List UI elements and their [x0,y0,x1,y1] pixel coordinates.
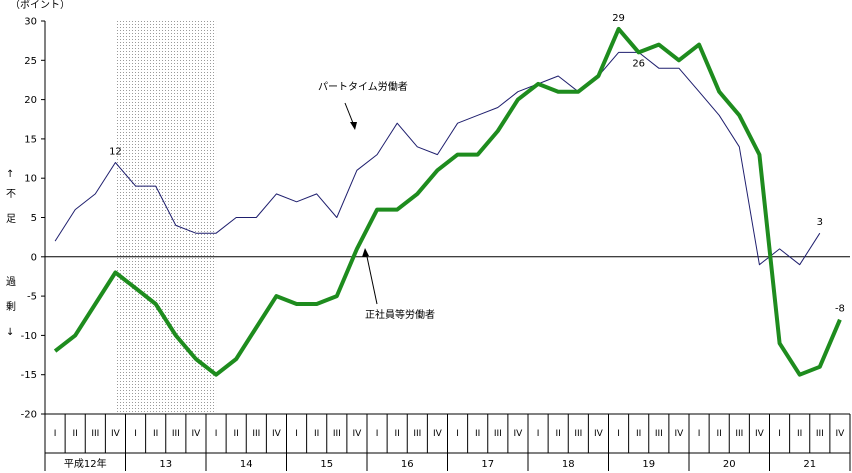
y-tick-label: -5 [27,292,37,303]
quarter-label: IV [836,429,846,439]
quarter-label: II [234,429,239,439]
y-side-label-fusoku-2: 足 [6,213,16,225]
quarter-label: II [717,429,722,439]
quarter-label: III [413,429,421,439]
data-label: 3 [817,217,823,228]
y-tick-labels: 30 25 20 15 10 5 0 -5 -10 -15 -20 [21,17,37,421]
year-label: 19 [642,459,655,470]
quarter-label: IV [192,429,202,439]
quarter-label: I [698,429,701,439]
quarter-label: III [172,429,180,439]
quarter-label: IV [353,429,363,439]
series-line-regular [53,26,842,377]
y-side-label-fusoku-1: 不 [6,189,16,200]
series-label-regular: 正社員等労働者 [365,308,435,321]
quarter-label: IV [514,429,524,439]
data-label: 12 [109,146,122,157]
y-side-label-up-arrow: ↑ [6,169,14,180]
quarter-label: IV [433,429,443,439]
quarter-label: I [456,429,459,439]
quarter-label: I [537,429,540,439]
pointer-arrows [344,102,378,305]
quarter-label: III [252,429,260,439]
quarter-label: II [475,429,480,439]
y-tick-label: 15 [24,134,37,145]
y-tick-label: 30 [24,17,37,28]
quarter-label: III [655,429,663,439]
quarter-label: I [376,429,379,439]
year-label: 16 [401,459,414,470]
annotations: 12 29 26 3 -8 [109,13,845,315]
y-tick-label: 25 [24,56,37,67]
y-tick-label: 20 [24,95,37,106]
year-label: 平成12年 [64,457,107,470]
quarter-label: I [617,429,620,439]
year-label: 14 [240,459,253,470]
quarter-label: IV [675,429,685,439]
quarter-label: III [816,429,824,439]
quarter-label: I [54,429,57,439]
quarter-label: II [797,429,802,439]
quarter-label: II [73,429,78,439]
quarter-label: II [314,429,319,439]
y-tick-label: 0 [31,252,37,263]
year-label: 17 [481,459,494,470]
year-label: 15 [320,459,333,470]
unit-label: （ポイント） [10,0,70,11]
axes [41,20,851,471]
y-side-label-kajo-1: 過 [6,276,16,288]
quarter-label: I [215,429,218,439]
quarter-label: III [574,429,582,439]
year-label: 18 [562,459,575,470]
quarter-label: IV [111,429,121,439]
quarter-label: IV [594,429,604,439]
y-side-label-down-arrow: ↓ [6,327,14,338]
quarter-label: II [395,429,400,439]
quarter-label: III [333,429,341,439]
quarter-label: III [91,429,99,439]
y-tick-label: -15 [21,370,37,381]
series-lines [53,26,842,377]
quarter-label: II [153,429,158,439]
quarter-label: III [494,429,502,439]
y-tick-label: -20 [21,410,37,421]
shaded-period [115,21,217,414]
quarter-label: IV [755,429,765,439]
y-tick-label: 5 [31,213,37,224]
quarter-label: III [735,429,743,439]
y-side-label-kajo-2: 剰 [6,301,16,313]
data-label: 26 [632,58,645,69]
series-label-part-time: パートタイム労働者 [318,80,408,93]
quarter-label: II [556,429,561,439]
year-label: 13 [159,459,172,470]
data-label: -8 [835,304,845,315]
quarter-label: I [134,429,137,439]
quarter-label: I [778,429,781,439]
quarter-label: II [636,429,641,439]
data-label: 29 [612,13,625,24]
x-tick-labels: I II III IV I II III IV I II III IV I II III IV I II III IV… [54,429,845,470]
quarter-label: I [295,429,298,439]
year-label: 20 [723,459,736,470]
quarter-label: IV [272,429,282,439]
series-line-part-time [54,51,821,266]
year-label: 21 [803,459,816,470]
y-tick-label: -10 [21,331,37,342]
y-tick-label: 10 [24,174,37,185]
